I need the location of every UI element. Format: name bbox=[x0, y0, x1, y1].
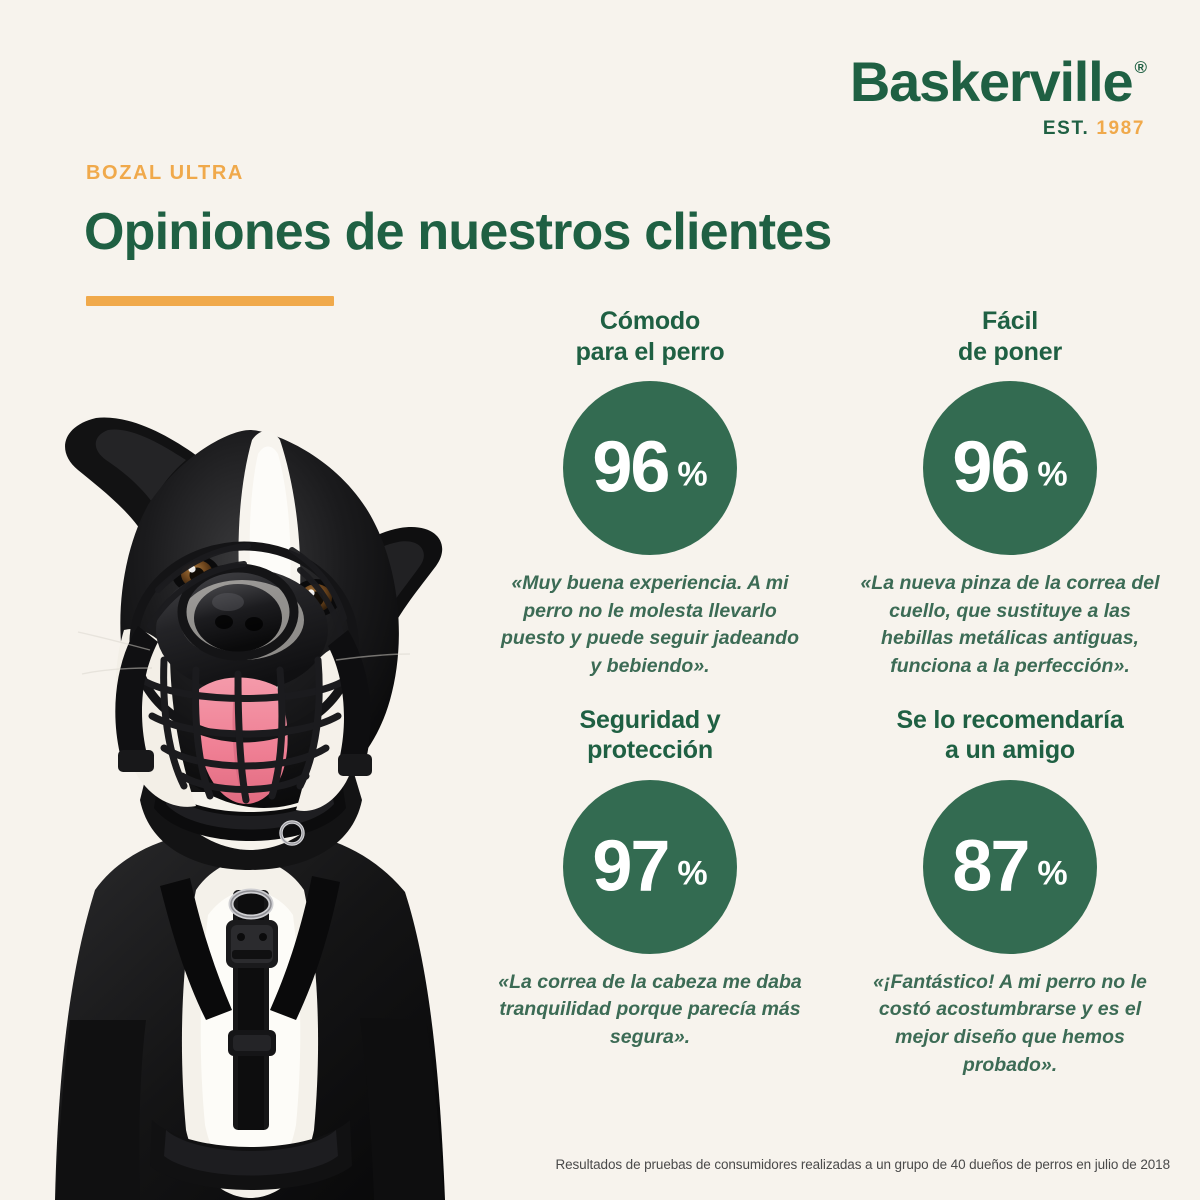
product-eyebrow: BOZAL ULTRA bbox=[86, 162, 244, 184]
established-label: EST. bbox=[1042, 118, 1090, 139]
stat-value: 96 bbox=[952, 427, 1030, 508]
stat-heading-line1: Cómodo bbox=[599, 307, 701, 335]
dog-photo bbox=[0, 330, 500, 1200]
stat-circle: 97 % bbox=[563, 779, 737, 954]
stat-percent-sign: % bbox=[677, 854, 708, 893]
survey-footnote: Resultados de pruebas de consumidores re… bbox=[555, 1157, 1170, 1172]
page-title: Opiniones de nuestros clientes bbox=[84, 203, 832, 261]
stat-circle: 96 % bbox=[923, 381, 1097, 555]
brand-logo: Baskerville ® EST. 1987 bbox=[849, 50, 1147, 139]
logo-text: Baskerville bbox=[849, 50, 1134, 113]
stat-card-comodo: Cómodo para el perro 96 % «Muy buena exp… bbox=[480, 306, 820, 681]
stat-card-seguridad: Seguridad y protección 97 % «La correa d… bbox=[480, 705, 820, 1080]
stat-percent-sign: % bbox=[1037, 455, 1068, 494]
registered-trademark-icon: ® bbox=[1134, 57, 1147, 77]
stat-percent-sign: % bbox=[677, 455, 708, 494]
stat-heading-line1: Seguridad y bbox=[579, 705, 721, 734]
logo-wordmark: Baskerville ® bbox=[849, 50, 1147, 113]
stat-heading-line2: para el perro bbox=[575, 337, 725, 366]
title-underline-rule bbox=[86, 296, 334, 306]
stat-circle: 87 % bbox=[923, 779, 1097, 954]
stat-value: 96 bbox=[592, 427, 670, 508]
stat-card-recomendaria: Se lo recomendaría a un amigo 87 % «¡Fan… bbox=[840, 705, 1180, 1080]
stat-heading-line1: Se lo recomendaría bbox=[896, 705, 1124, 734]
stat-card-facil: Fácil de poner 96 % «La nueva pinza de l… bbox=[840, 306, 1180, 681]
stat-value: 87 bbox=[952, 826, 1030, 907]
stat-percent-sign: % bbox=[1037, 854, 1068, 893]
stat-quote: «Muy buena experiencia. A mi perro no le… bbox=[501, 572, 799, 678]
stat-heading-line2: a un amigo bbox=[945, 736, 1075, 765]
stat-circle: 96 % bbox=[563, 381, 737, 555]
stat-heading: Cómodo para el perro bbox=[576, 306, 725, 367]
stat-quote: «La nueva pinza de la correa del cuello,… bbox=[860, 572, 1160, 678]
stat-heading-line1: Fácil bbox=[982, 307, 1038, 335]
stat-heading: Se lo recomendaría a un amigo bbox=[896, 705, 1123, 766]
logo-established: EST. 1987 bbox=[850, 119, 1145, 138]
stat-heading-line2: de poner bbox=[958, 337, 1062, 366]
stat-quote: «La correa de la cabeza me daba tranquil… bbox=[498, 970, 802, 1049]
stat-heading: Seguridad y protección bbox=[580, 705, 721, 766]
stat-value: 97 bbox=[592, 826, 670, 907]
stat-heading: Fácil de poner bbox=[958, 306, 1062, 367]
established-year: 1987 bbox=[1096, 118, 1145, 139]
stat-quote: «¡Fantástico! A mi perro no le costó aco… bbox=[873, 970, 1147, 1076]
stats-grid: Cómodo para el perro 96 % «Muy buena exp… bbox=[480, 306, 1180, 1080]
stat-heading-line2: protección bbox=[587, 736, 713, 765]
